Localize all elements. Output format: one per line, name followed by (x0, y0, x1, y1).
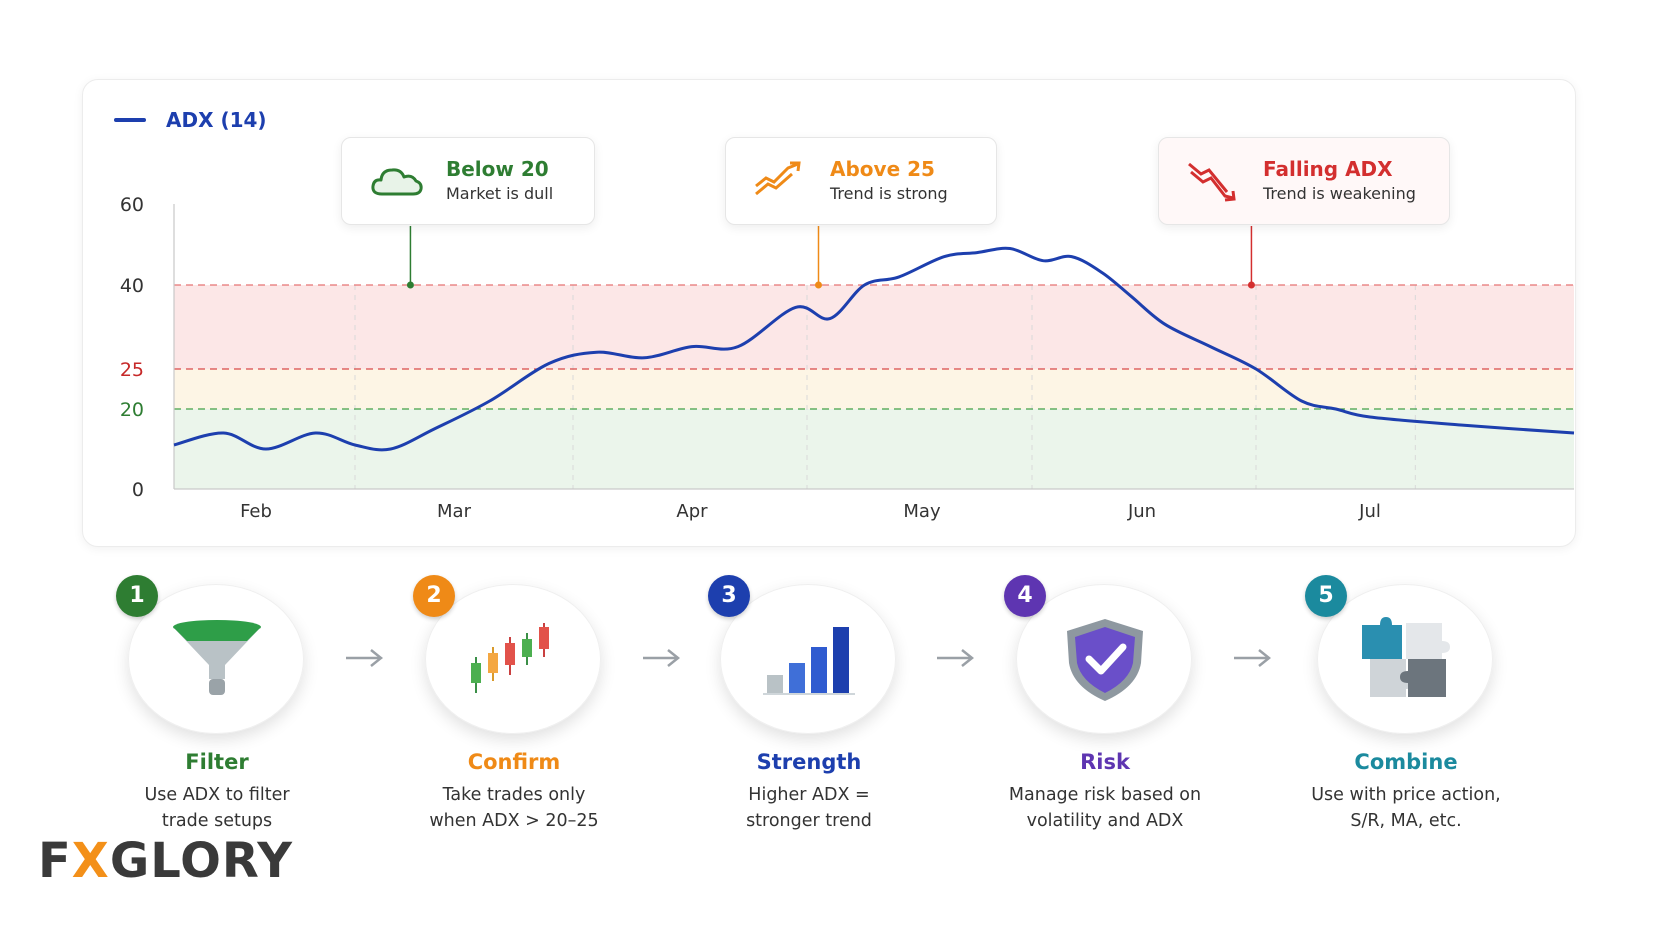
arrow-right-icon (643, 649, 681, 667)
logo-part: GLORY (109, 833, 293, 889)
callout-anchor-dot (406, 281, 414, 289)
callout-above-25: Above 25 Trend is strong (725, 137, 997, 225)
threshold-band (174, 409, 1574, 489)
arrow-right-icon (346, 649, 384, 667)
step-description: Higher ADX = stronger trend (679, 782, 939, 834)
step-description: Use with price action, S/R, MA, etc. (1276, 782, 1536, 834)
y-tick-label: 0 (132, 479, 144, 501)
step-title: Strength (756, 750, 862, 774)
step-number-badge: 1 (116, 575, 158, 617)
step-desc-line: trade setups (161, 811, 273, 831)
puzzle-icon (1362, 617, 1450, 697)
step-title: Confirm (467, 750, 561, 774)
step-description: Manage risk based on volatility and ADX (975, 782, 1235, 834)
step-desc-line: when ADX > 20–25 (429, 811, 599, 831)
trend-down-icon (1188, 162, 1236, 202)
step-description: Use ADX to filter trade setups (87, 782, 347, 834)
x-tick-label: Feb (240, 501, 272, 522)
bar-chart-icon (763, 627, 855, 695)
adx-line-chart: 60 40 25 20 0 Feb Mar Apr May Jun Jul (120, 194, 1575, 522)
step-desc-line: Take trades only (442, 785, 586, 805)
y-tick-label: 40 (120, 275, 144, 297)
y-tick-label: 25 (120, 359, 144, 381)
threshold-band (174, 369, 1574, 409)
callout-below-20: Below 20 Market is dull (341, 137, 595, 225)
steps-row: 1 Filter Use ADX to filter trade setups … (0, 575, 1664, 860)
callout-title: Below 20 (446, 157, 549, 181)
x-tick-label: Mar (437, 501, 472, 522)
step-number-badge: 3 (708, 575, 750, 617)
legend-swatch (114, 118, 146, 122)
trend-up-icon (755, 161, 801, 196)
step-desc-line: Use with price action, (1311, 785, 1501, 805)
arrow-right-icon (1234, 649, 1272, 667)
callout-subtitle: Trend is strong (830, 184, 948, 203)
x-tick-label: Jul (1358, 501, 1381, 522)
step-disc (720, 584, 896, 734)
step-desc-line: volatility and ADX (1026, 811, 1184, 831)
x-tick-label: Jun (1127, 501, 1156, 522)
callout-title: Falling ADX (1263, 157, 1393, 181)
step-title: Combine (1354, 750, 1458, 774)
callout-subtitle: Trend is weakening (1263, 184, 1416, 203)
step-desc-line: stronger trend (746, 811, 872, 831)
chart-legend: ADX (14) (114, 108, 267, 132)
legend-label: ADX (14) (166, 108, 267, 132)
step-desc-line: Higher ADX = (748, 785, 870, 805)
step-description: Take trades only when ADX > 20–25 (384, 782, 644, 834)
step-desc-line: Use ADX to filter (144, 785, 290, 805)
arrow-right-icon (937, 649, 975, 667)
step-number-badge: 2 (413, 575, 455, 617)
y-tick-label: 60 (120, 194, 144, 216)
step-title: Filter (185, 750, 249, 774)
candlestick-icon (471, 623, 549, 693)
callout-title: Above 25 (830, 157, 935, 181)
step-title: Risk (1080, 750, 1130, 774)
logo-part: X (71, 833, 110, 889)
step-desc-line: S/R, MA, etc. (1350, 811, 1462, 831)
shield-check-icon (1067, 619, 1143, 701)
funnel-icon (173, 620, 261, 695)
step-number-badge: 5 (1305, 575, 1347, 617)
step-number-badge: 4 (1004, 575, 1046, 617)
logo-part: F (38, 833, 72, 889)
cloud-icon (371, 168, 423, 196)
callout-falling-adx: Falling ADX Trend is weakening (1158, 137, 1450, 225)
fxglory-logo: FXGLORY (38, 833, 293, 889)
callout-anchor-dot (1247, 281, 1255, 289)
step-desc-line: Manage risk based on (1008, 785, 1202, 805)
x-tick-label: May (903, 501, 941, 522)
x-tick-label: Apr (676, 501, 708, 522)
threshold-band (174, 285, 1574, 369)
adx-series-line (173, 246, 1575, 452)
y-tick-label: 20 (120, 399, 144, 421)
callout-anchor-dot (815, 281, 822, 289)
callout-subtitle: Market is dull (446, 184, 554, 203)
